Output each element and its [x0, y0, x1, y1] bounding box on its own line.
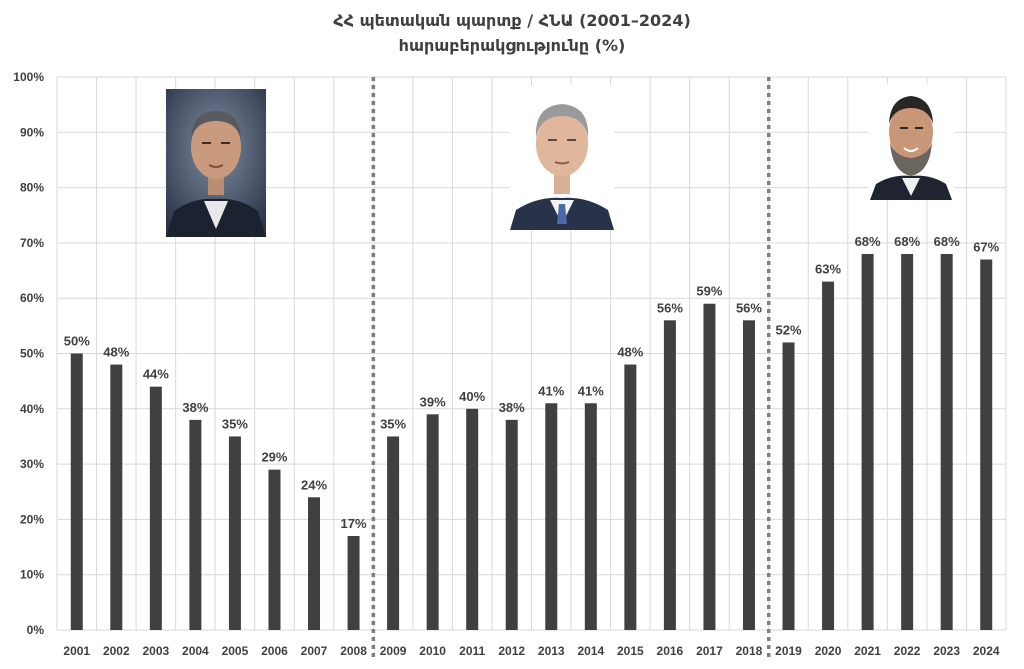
bar [347, 535, 360, 630]
chart-title: ՀՀ պետական պարտք / ՀՆԱ (2001–2024) [333, 11, 691, 30]
bar [901, 253, 914, 630]
value-label: 52% [776, 322, 802, 337]
value-label: 68% [934, 234, 960, 249]
bar [663, 320, 676, 630]
x-tick-label: 2001 [63, 644, 90, 658]
y-tick-label: 10% [20, 568, 44, 582]
value-label: 68% [894, 234, 920, 249]
chart-subtitle: հարաբերակցությունը (%) [398, 36, 626, 55]
value-label: 68% [855, 234, 881, 249]
bar [545, 403, 558, 630]
bar [584, 403, 597, 630]
y-tick-label: 80% [20, 181, 44, 195]
bar [466, 408, 479, 630]
bar [782, 342, 795, 630]
x-tick-label: 2019 [775, 644, 802, 658]
bar [387, 436, 400, 630]
value-label: 67% [973, 239, 999, 254]
value-label: 56% [736, 300, 762, 315]
x-tick-label: 2008 [340, 644, 367, 658]
value-labels: 50% 48% 44% 38% 35% 29% 24% 17% 35% 39% 40% 38% 41% 4… [64, 234, 1000, 531]
value-label: 38% [182, 400, 208, 415]
bar [268, 469, 281, 630]
x-tick-label: 2003 [143, 644, 170, 658]
bar [70, 353, 83, 630]
value-label: 35% [380, 416, 406, 431]
value-label: 41% [578, 383, 604, 398]
bar [505, 419, 518, 630]
period-separators [371, 77, 771, 658]
bar [149, 386, 162, 630]
x-tick-label: 2015 [617, 644, 644, 658]
value-label: 24% [301, 477, 327, 492]
x-tick-label: 2023 [933, 644, 960, 658]
bar [940, 253, 953, 630]
value-label: 48% [617, 345, 643, 360]
y-tick-label: 60% [20, 291, 44, 305]
bars [70, 253, 993, 630]
y-axis-ticks: 0% 10% 20% 30% 40% 50% 60% 70% 80% 90% 100% [13, 70, 44, 637]
value-label: 39% [420, 394, 446, 409]
x-axis-ticks: 2001 2002 2003 2004 2005 2006 2007 2008 2009 2010… [63, 644, 999, 658]
x-tick-label: 2009 [380, 644, 407, 658]
value-label: 63% [815, 262, 841, 277]
x-tick-label: 2007 [301, 644, 328, 658]
value-label: 35% [222, 416, 248, 431]
chart-title-block: ՀՀ պետական պարտք / ՀՆԱ (2001–2024) հարաբ… [0, 8, 1024, 58]
x-tick-label: 2021 [854, 644, 881, 658]
bar [110, 364, 123, 630]
bar [624, 364, 637, 630]
x-tick-label: 2014 [577, 644, 604, 658]
bar [980, 259, 993, 630]
portrait-photo-1 [166, 89, 266, 237]
x-tick-label: 2018 [736, 644, 763, 658]
y-tick-label: 40% [20, 402, 44, 416]
value-label: 44% [143, 367, 169, 382]
x-tick-label: 2013 [538, 644, 565, 658]
value-label: 41% [538, 383, 564, 398]
value-label: 50% [64, 334, 90, 349]
y-tick-label: 30% [20, 457, 44, 471]
x-tick-label: 2005 [222, 644, 249, 658]
x-tick-label: 2004 [182, 644, 209, 658]
value-label: 48% [103, 345, 129, 360]
x-tick-label: 2002 [103, 644, 130, 658]
bar [822, 281, 835, 630]
bar [426, 414, 439, 630]
y-tick-label: 20% [20, 512, 44, 526]
bar [308, 497, 321, 630]
y-tick-label: 50% [20, 347, 44, 361]
x-tick-label: 2012 [498, 644, 525, 658]
x-tick-label: 2020 [815, 644, 842, 658]
y-tick-label: 70% [20, 236, 44, 250]
y-tick-label: 0% [27, 623, 45, 637]
bar [703, 303, 716, 630]
value-label: 40% [459, 389, 485, 404]
bar [228, 436, 241, 630]
value-label: 29% [261, 450, 287, 465]
bar [189, 419, 202, 630]
value-label: 17% [341, 516, 367, 531]
bar [742, 320, 755, 630]
y-tick-label: 90% [20, 125, 44, 139]
x-tick-label: 2017 [696, 644, 723, 658]
value-label: 56% [657, 300, 683, 315]
portrait-photo-2 [510, 86, 614, 230]
x-tick-label: 2010 [419, 644, 446, 658]
value-label: 38% [499, 400, 525, 415]
y-tick-label: 100% [13, 70, 44, 84]
x-tick-label: 2022 [894, 644, 921, 658]
portrait-photo-3 [868, 84, 954, 200]
x-tick-label: 2024 [973, 644, 1000, 658]
bar [861, 253, 874, 630]
x-tick-label: 2011 [459, 644, 485, 658]
x-tick-label: 2016 [657, 644, 684, 658]
x-tick-label: 2006 [261, 644, 288, 658]
value-label: 59% [696, 284, 722, 299]
